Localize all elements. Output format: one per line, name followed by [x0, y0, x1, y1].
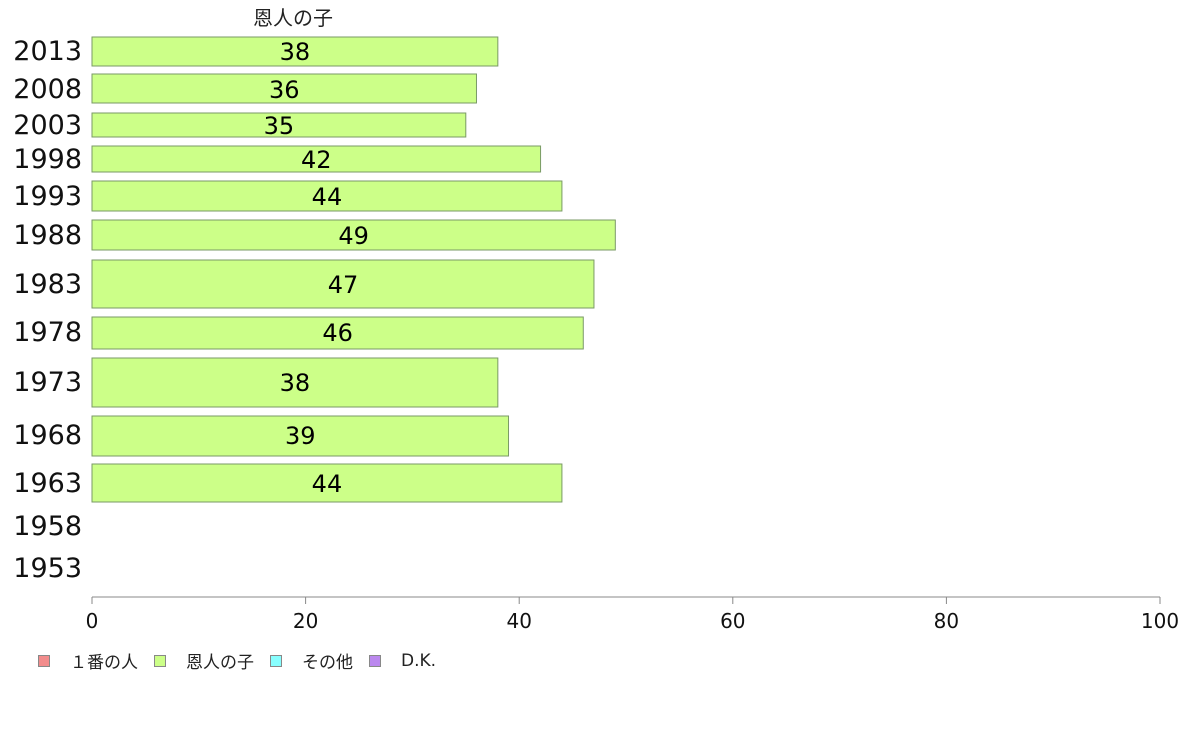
category-label: 1968 [13, 420, 82, 451]
x-tick-label: 80 [934, 609, 959, 633]
data-label: 38 [280, 38, 311, 66]
data-label: 42 [301, 146, 332, 174]
category-label: 1963 [13, 468, 82, 499]
legend-swatch [154, 654, 166, 667]
data-label: 36 [269, 76, 300, 104]
legend-label: その他 [302, 653, 353, 673]
bar [91, 145, 542, 173]
data-label: 44 [312, 470, 343, 498]
category-label: 1988 [13, 220, 82, 251]
legend-label: D.K. [401, 650, 437, 671]
category-label: 2008 [13, 74, 82, 105]
category-label: 2003 [13, 110, 82, 141]
legend-item: D.K. [369, 651, 436, 671]
legend: １番の人 恩人の子 その他 D.K. [38, 648, 452, 673]
x-tick-label: 60 [720, 609, 745, 633]
bar [91, 180, 563, 212]
data-label: 46 [322, 319, 353, 347]
legend-item: １番の人 [38, 648, 138, 673]
column-heading: 恩人の子 [253, 6, 333, 30]
category-label: 1973 [13, 367, 82, 398]
x-tick-label: 0 [86, 609, 99, 633]
x-tick-label: 20 [293, 609, 318, 633]
bar [91, 415, 510, 457]
data-label: 39 [285, 422, 316, 450]
bar [91, 73, 477, 104]
category-label: 1993 [13, 181, 82, 212]
bar [91, 316, 584, 350]
bar [91, 219, 616, 251]
legend-swatch [369, 654, 381, 667]
bar [91, 259, 595, 309]
category-label: 1978 [13, 317, 82, 348]
x-tick-label: 100 [1141, 609, 1179, 633]
category-label: 1983 [13, 269, 82, 300]
legend-item: 恩人の子 [154, 648, 254, 673]
data-label: 49 [338, 222, 369, 250]
category-label: 1958 [13, 511, 82, 542]
legend-label: 恩人の子 [186, 653, 254, 673]
bar [91, 36, 499, 67]
bar [91, 112, 467, 138]
bar [91, 357, 499, 408]
legend-swatch [38, 654, 50, 667]
legend-label: １番の人 [70, 653, 138, 673]
category-label: 1953 [13, 553, 82, 584]
data-label: 44 [312, 183, 343, 211]
data-label: 47 [328, 271, 359, 299]
category-label: 2013 [13, 36, 82, 67]
bar [91, 463, 563, 503]
legend-item: その他 [270, 648, 353, 673]
x-tick-label: 40 [506, 609, 531, 633]
legend-swatch [270, 654, 282, 667]
data-label: 38 [280, 369, 311, 397]
data-label: 35 [264, 112, 295, 140]
category-label: 1998 [13, 144, 82, 175]
